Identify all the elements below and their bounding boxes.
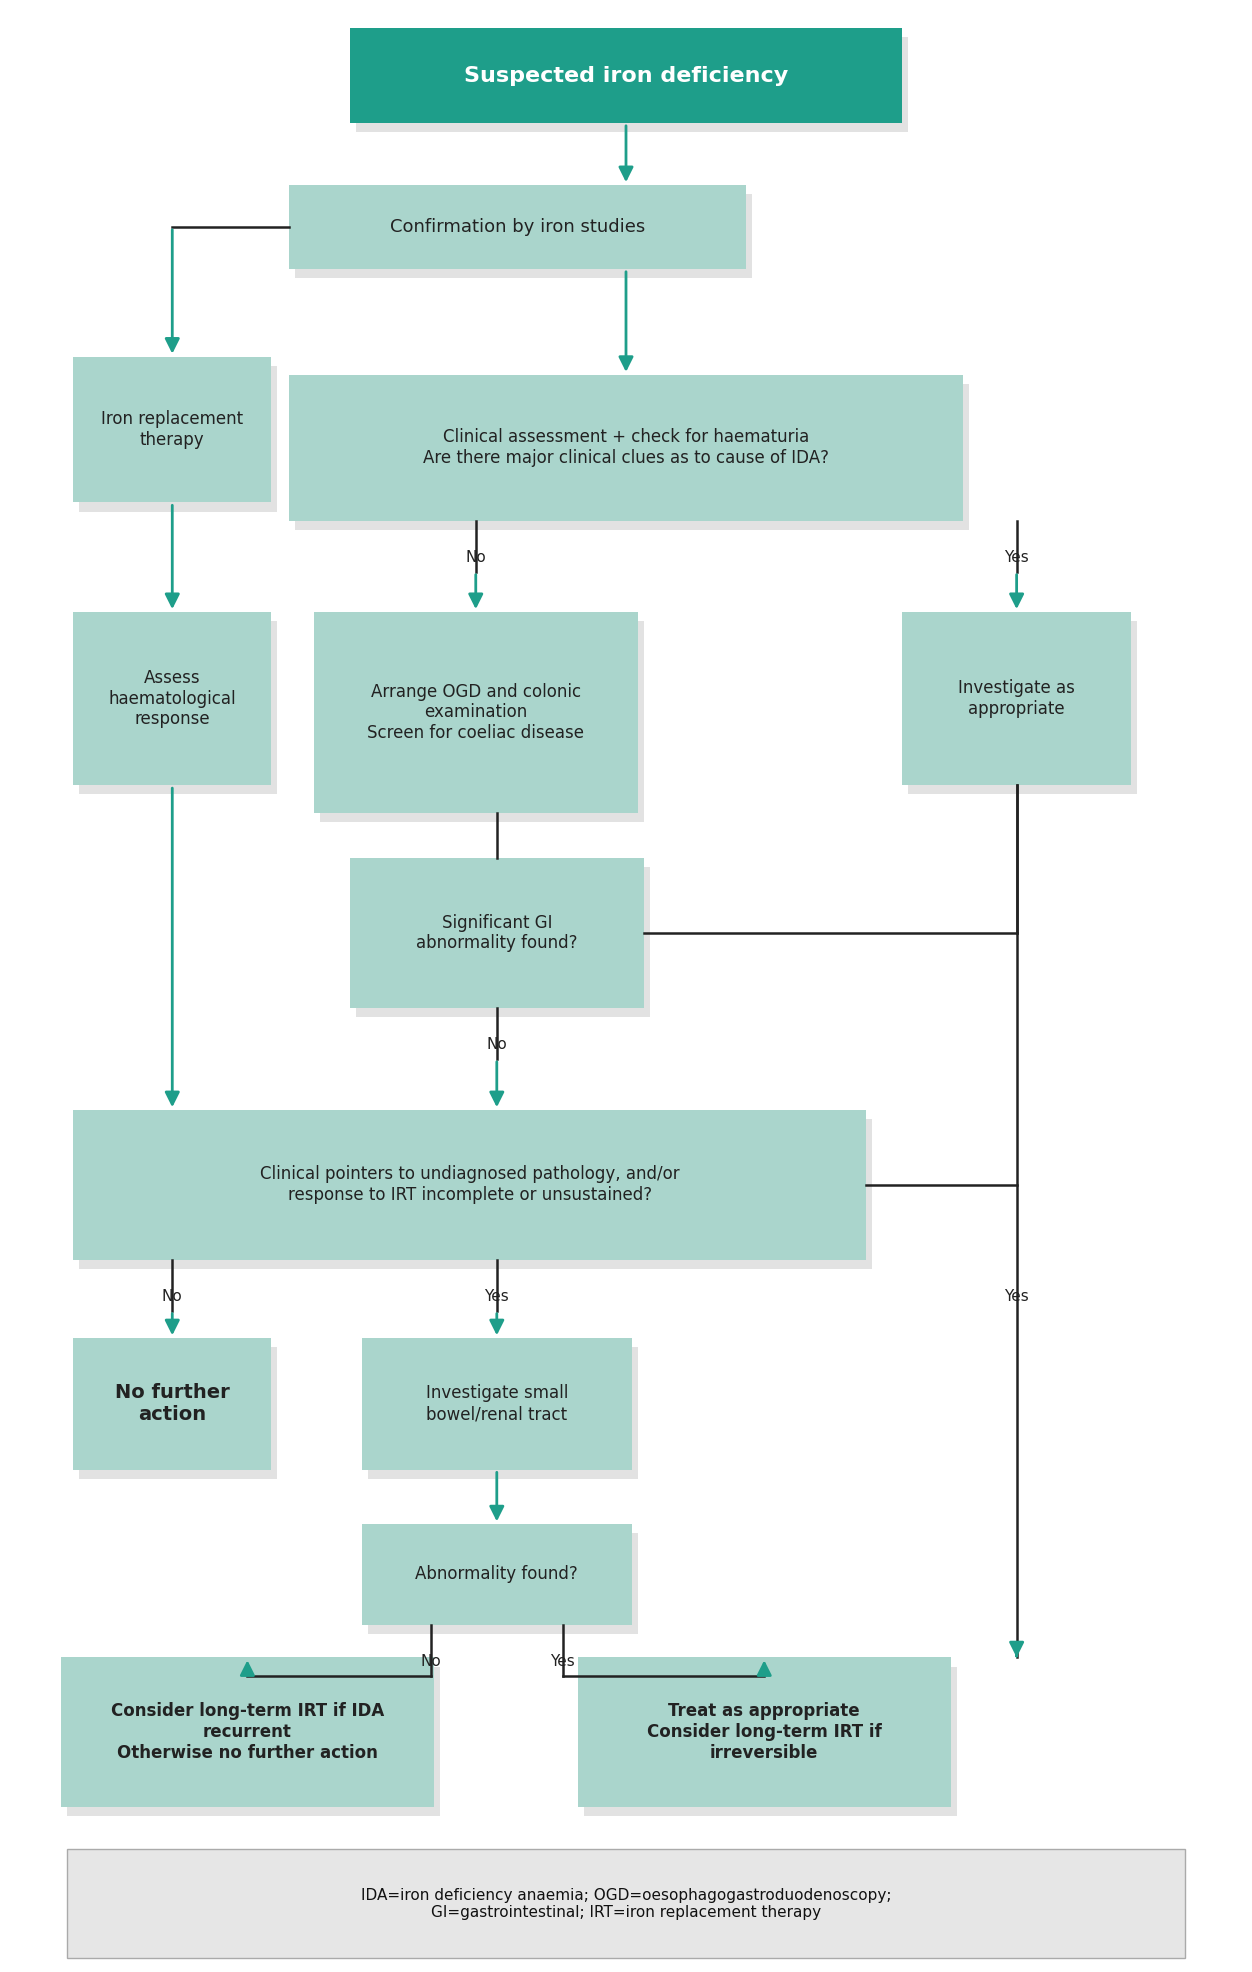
FancyBboxPatch shape xyxy=(356,37,909,132)
Text: Iron replacement
therapy: Iron replacement therapy xyxy=(101,410,243,450)
FancyBboxPatch shape xyxy=(79,1120,873,1268)
Text: Yes: Yes xyxy=(485,1288,510,1303)
Text: No: No xyxy=(421,1655,441,1668)
FancyBboxPatch shape xyxy=(583,1666,957,1816)
FancyBboxPatch shape xyxy=(73,1339,272,1469)
FancyBboxPatch shape xyxy=(295,193,752,278)
Text: Investigate small
bowel/renal tract: Investigate small bowel/renal tract xyxy=(426,1384,568,1424)
FancyBboxPatch shape xyxy=(79,365,278,511)
Text: Treat as appropriate
Consider long-term IRT if
irreversible: Treat as appropriate Consider long-term … xyxy=(647,1702,881,1763)
FancyBboxPatch shape xyxy=(79,621,278,795)
FancyBboxPatch shape xyxy=(68,1850,1184,1958)
Text: Yes: Yes xyxy=(1004,550,1029,564)
Text: Consider long-term IRT if IDA
recurrent
Otherwise no further action: Consider long-term IRT if IDA recurrent … xyxy=(110,1702,384,1763)
Text: Significant GI
abnormality found?: Significant GI abnormality found? xyxy=(416,913,577,952)
FancyBboxPatch shape xyxy=(61,1656,433,1806)
FancyBboxPatch shape xyxy=(578,1656,950,1806)
Text: Assess
haematological
response: Assess haematological response xyxy=(109,669,237,728)
FancyBboxPatch shape xyxy=(909,621,1137,795)
FancyBboxPatch shape xyxy=(73,1110,866,1260)
Text: Suspected iron deficiency: Suspected iron deficiency xyxy=(464,65,788,85)
FancyBboxPatch shape xyxy=(313,611,639,812)
FancyBboxPatch shape xyxy=(356,868,650,1018)
FancyBboxPatch shape xyxy=(289,185,746,268)
FancyBboxPatch shape xyxy=(79,1347,278,1479)
Text: Investigate as
appropriate: Investigate as appropriate xyxy=(958,678,1075,718)
Text: Confirmation by iron studies: Confirmation by iron studies xyxy=(391,219,646,237)
FancyBboxPatch shape xyxy=(362,1524,632,1625)
Text: Arrange OGD and colonic
examination
Screen for coeliac disease: Arrange OGD and colonic examination Scre… xyxy=(367,682,585,741)
Text: No: No xyxy=(466,550,486,564)
FancyBboxPatch shape xyxy=(319,621,644,822)
FancyBboxPatch shape xyxy=(349,28,903,122)
FancyBboxPatch shape xyxy=(73,357,272,503)
Text: No: No xyxy=(487,1037,507,1051)
Text: IDA=iron deficiency anaemia; OGD=oesophagogastroduodenoscopy;
GI=gastrointestina: IDA=iron deficiency anaemia; OGD=oesopha… xyxy=(361,1887,891,1921)
FancyBboxPatch shape xyxy=(368,1347,639,1479)
Text: Abnormality found?: Abnormality found? xyxy=(416,1566,578,1584)
FancyBboxPatch shape xyxy=(903,611,1131,785)
FancyBboxPatch shape xyxy=(68,1666,439,1816)
Text: Yes: Yes xyxy=(1004,1288,1029,1303)
Text: Clinical assessment + check for haematuria
Are there major clinical clues as to : Clinical assessment + check for haematur… xyxy=(423,428,829,467)
FancyBboxPatch shape xyxy=(289,375,963,521)
Text: Clinical pointers to undiagnosed pathology, and/or
response to IRT incomplete or: Clinical pointers to undiagnosed patholo… xyxy=(260,1165,680,1205)
Text: Yes: Yes xyxy=(551,1655,575,1668)
Text: No: No xyxy=(162,1288,183,1303)
Text: No further
action: No further action xyxy=(115,1382,229,1424)
FancyBboxPatch shape xyxy=(295,385,969,530)
FancyBboxPatch shape xyxy=(368,1534,639,1633)
FancyBboxPatch shape xyxy=(349,858,644,1008)
FancyBboxPatch shape xyxy=(73,611,272,785)
FancyBboxPatch shape xyxy=(362,1339,632,1469)
